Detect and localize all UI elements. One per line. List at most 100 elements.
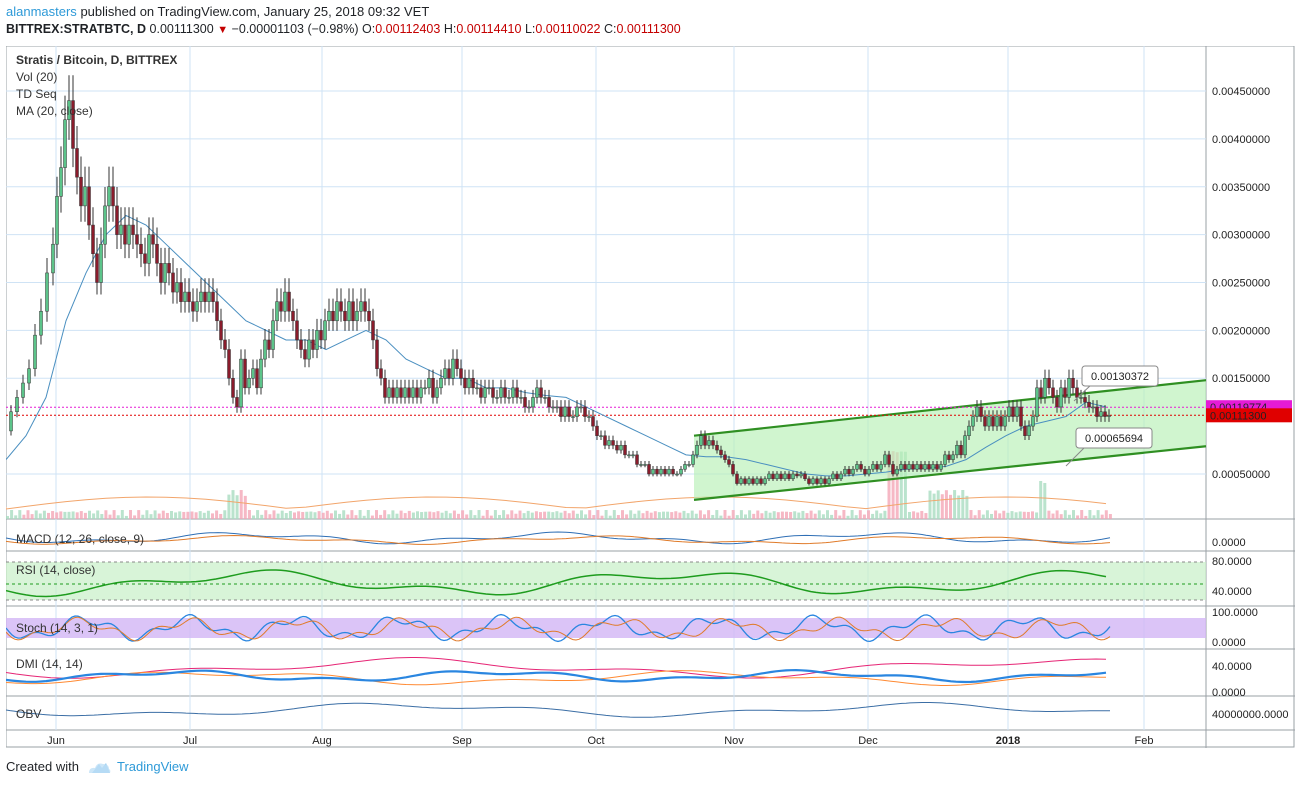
chart-area[interactable]: Jun Jul Aug Sep Oct Nov Dec 2018 Feb 0.00450000 0.… <box>6 46 1295 748</box>
candle-body <box>239 358 243 408</box>
candle-body <box>1103 411 1107 417</box>
tradingview-link[interactable]: TradingView <box>87 759 189 774</box>
volume-bar <box>514 513 518 519</box>
volume-bar <box>608 515 612 519</box>
volume-bar <box>563 510 567 519</box>
candle-body <box>815 478 819 484</box>
candle-body <box>379 368 383 379</box>
chart-svg-container[interactable]: Jun Jul Aug Sep Oct Nov Dec 2018 Feb 0.00450000 0.… <box>6 46 1295 748</box>
candle-body <box>967 425 971 436</box>
author-link[interactable]: alanmasters <box>6 4 77 19</box>
volume-bar <box>165 512 169 519</box>
candle-body <box>563 406 567 417</box>
candle-body <box>195 301 199 312</box>
candle-body <box>155 243 159 264</box>
y-tick-label: 0.00350000 <box>1212 182 1270 194</box>
volume-bar <box>981 514 985 519</box>
volume-bar <box>92 513 96 519</box>
x-tick-label: 2018 <box>996 735 1020 747</box>
price-chart[interactable]: Jun Jul Aug Sep Oct Nov Dec 2018 Feb 0.00450000 0.… <box>6 46 1295 748</box>
candle-body <box>743 478 747 484</box>
candle-body <box>719 449 723 456</box>
volume-bar <box>215 510 219 519</box>
volume-bar <box>805 513 809 519</box>
volume-bar <box>161 510 165 519</box>
low-value: 0.00110022 <box>535 22 601 36</box>
volume-bar <box>723 510 727 519</box>
volume-bar <box>1002 510 1006 519</box>
volume-bar <box>440 512 444 519</box>
candle-body <box>1071 377 1075 389</box>
volume-bar <box>854 515 858 519</box>
volume-bar <box>1031 511 1034 519</box>
candle-body <box>147 234 151 264</box>
volume-bar <box>1108 514 1112 519</box>
candle-body <box>871 464 875 470</box>
annotation-low-box <box>1075 427 1153 449</box>
volume-bar <box>932 493 936 519</box>
candle-body <box>251 368 255 379</box>
annotation-low-pointer <box>1065 445 1087 467</box>
candle-body <box>959 445 963 456</box>
candle-body <box>87 186 91 226</box>
volume-bar <box>567 513 571 519</box>
volume-bar <box>887 452 891 519</box>
candle-body <box>407 387 411 398</box>
candle-body <box>275 301 279 322</box>
volume-bar <box>526 510 530 519</box>
volume-bar <box>690 510 694 519</box>
volume-bar <box>1096 510 1100 519</box>
volume-bar <box>104 510 108 519</box>
candle-body <box>387 387 391 398</box>
stoch-tick: 100.0000 <box>1212 607 1258 619</box>
volume-bar <box>1010 511 1014 519</box>
volume-bar <box>871 513 875 519</box>
volume-bar <box>653 511 657 519</box>
volume-bar <box>362 515 366 519</box>
volume-bar <box>1104 510 1108 519</box>
tradingview-brand[interactable]: TradingView <box>116 759 189 774</box>
volume-bar <box>448 513 452 519</box>
volume-bar <box>59 511 63 519</box>
x-tick-label: Nov <box>724 735 744 747</box>
volume-bar <box>321 512 325 519</box>
candle-body <box>295 320 299 341</box>
candle-body <box>183 291 187 302</box>
volume-bar <box>793 511 797 519</box>
volume-bar <box>1022 511 1026 519</box>
volume-bar <box>498 514 501 519</box>
candle-body <box>603 435 607 446</box>
candle-body <box>59 167 63 197</box>
candle-body <box>775 473 779 480</box>
candle-body <box>235 397 239 408</box>
volume-bar <box>588 510 592 519</box>
candle-body <box>423 387 427 390</box>
volume-bar <box>1018 511 1022 519</box>
volume-bar <box>826 510 829 519</box>
volume-bar <box>912 511 916 519</box>
candle-body <box>607 440 611 446</box>
candle-body <box>21 382 25 398</box>
volume-bar <box>22 514 26 519</box>
symbol-label: BITTREX:STRATBTC, D <box>6 22 147 36</box>
legend-item: Vol (20) <box>16 70 57 84</box>
stoch-k-line <box>6 613 1111 643</box>
volume-bar <box>547 511 551 519</box>
volume-bar <box>813 513 817 519</box>
candle-body <box>575 406 579 417</box>
candle-body <box>551 406 555 409</box>
volume-bar <box>280 510 284 519</box>
candle-body <box>1011 406 1015 417</box>
volume-bar <box>51 511 55 519</box>
volume-bar <box>612 510 616 519</box>
volume-bar <box>842 510 846 519</box>
volume-bar <box>71 511 75 519</box>
candle-body <box>279 301 283 312</box>
candle-body <box>363 301 367 312</box>
dmi-minus-line <box>6 657 1107 679</box>
legend-item: TD Seq <box>16 87 57 101</box>
volume-bar <box>477 510 481 519</box>
volume-bar <box>219 513 223 519</box>
candle-body <box>351 301 355 322</box>
volume-bar <box>1084 515 1088 519</box>
